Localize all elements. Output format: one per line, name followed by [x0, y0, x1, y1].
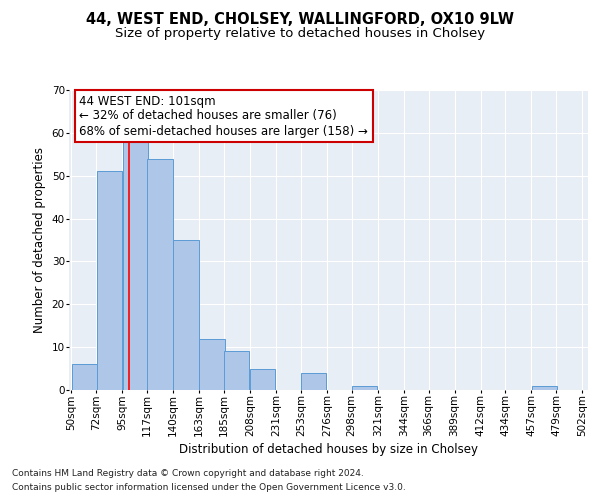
- Bar: [173, 240, 199, 390]
- Bar: [97, 172, 122, 390]
- Text: Contains HM Land Registry data © Crown copyright and database right 2024.: Contains HM Land Registry data © Crown c…: [12, 468, 364, 477]
- Bar: [122, 137, 148, 390]
- Bar: [224, 352, 250, 390]
- Y-axis label: Number of detached properties: Number of detached properties: [33, 147, 46, 333]
- Text: 44 WEST END: 101sqm
← 32% of detached houses are smaller (76)
68% of semi-detach: 44 WEST END: 101sqm ← 32% of detached ho…: [79, 94, 368, 138]
- Bar: [72, 364, 97, 390]
- Text: Size of property relative to detached houses in Cholsey: Size of property relative to detached ho…: [115, 28, 485, 40]
- Bar: [532, 386, 557, 390]
- Text: 44, WEST END, CHOLSEY, WALLINGFORD, OX10 9LW: 44, WEST END, CHOLSEY, WALLINGFORD, OX10…: [86, 12, 514, 28]
- Bar: [352, 386, 377, 390]
- Text: Contains public sector information licensed under the Open Government Licence v3: Contains public sector information licen…: [12, 484, 406, 492]
- Bar: [250, 368, 275, 390]
- X-axis label: Distribution of detached houses by size in Cholsey: Distribution of detached houses by size …: [179, 443, 478, 456]
- Bar: [199, 338, 224, 390]
- Bar: [148, 158, 173, 390]
- Bar: [301, 373, 326, 390]
